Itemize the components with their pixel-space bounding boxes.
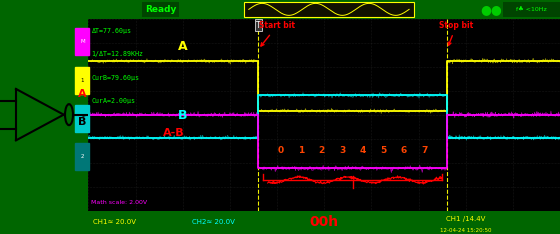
- Text: A: A: [78, 89, 86, 99]
- Text: T: T: [81, 116, 84, 121]
- Text: 1: 1: [298, 146, 304, 155]
- Text: 12-04-24 15:20:50: 12-04-24 15:20:50: [440, 228, 492, 233]
- Bar: [503, 2, 560, 17]
- Text: T: T: [256, 21, 260, 30]
- Text: CH1≈ 20.0V: CH1≈ 20.0V: [93, 219, 136, 225]
- Text: ΔT=77.60µs: ΔT=77.60µs: [92, 28, 132, 34]
- Text: CurA=2.00µs: CurA=2.00µs: [92, 98, 136, 104]
- Text: A-B: A-B: [162, 128, 184, 138]
- Text: M: M: [80, 39, 85, 44]
- Text: B: B: [178, 109, 188, 122]
- Text: Math scale: 2.00V: Math scale: 2.00V: [91, 200, 147, 205]
- Text: CH1 /14.4V: CH1 /14.4V: [446, 216, 486, 222]
- Text: 1: 1: [81, 78, 84, 83]
- Text: 7: 7: [422, 146, 428, 155]
- Text: 5: 5: [380, 146, 386, 155]
- Text: Ready: Ready: [145, 5, 176, 14]
- Text: 0: 0: [277, 146, 283, 155]
- Text: Start bit: Start bit: [259, 21, 295, 46]
- Text: 4: 4: [360, 146, 366, 155]
- Text: CurB=79.60µs: CurB=79.60µs: [92, 75, 139, 81]
- Text: f♣ <10Hz: f♣ <10Hz: [516, 7, 547, 12]
- Text: 2: 2: [81, 154, 84, 159]
- Bar: [75, 28, 90, 55]
- Text: ●●: ●●: [480, 3, 502, 16]
- Bar: [75, 67, 90, 94]
- Text: CH2≈ 20.0V: CH2≈ 20.0V: [192, 219, 235, 225]
- Text: 2: 2: [319, 146, 325, 155]
- Text: 3: 3: [339, 146, 346, 155]
- Text: 00h: 00h: [310, 215, 339, 229]
- Text: 1/ΔT=12.89KHz: 1/ΔT=12.89KHz: [92, 51, 143, 57]
- Bar: [75, 143, 90, 170]
- Text: B: B: [78, 117, 86, 127]
- Bar: [75, 105, 90, 132]
- Text: A: A: [178, 40, 188, 53]
- Bar: [244, 2, 414, 17]
- Text: Stop bit: Stop bit: [439, 21, 473, 45]
- Text: 6: 6: [401, 146, 407, 155]
